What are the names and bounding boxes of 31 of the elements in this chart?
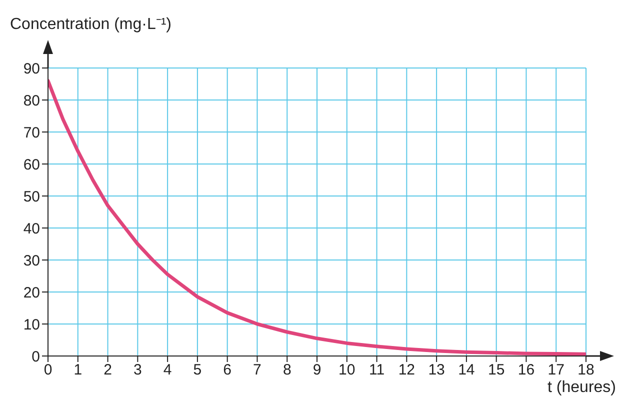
x-tick-label: 5 [193, 362, 202, 379]
x-tick-label: 15 [488, 362, 505, 379]
x-tick-label: 3 [133, 362, 142, 379]
x-tick-label: 7 [253, 362, 262, 379]
x-tick-label: 18 [578, 362, 594, 379]
y-tick-label: 30 [23, 252, 40, 270]
y-tick-label: 10 [23, 316, 40, 334]
x-tick-label: 9 [312, 362, 322, 379]
x-tick-label: 0 [44, 362, 52, 379]
x-tick-label: 13 [428, 362, 445, 379]
x-tick-label: 6 [223, 362, 232, 379]
y-axis-title: Concentration (mg·L⁻¹) [10, 15, 172, 34]
y-tick-label: 90 [23, 60, 40, 78]
x-tick-label: 10 [338, 362, 356, 379]
y-tick-label: 50 [23, 188, 40, 206]
y-tick-label: 80 [23, 92, 40, 110]
x-tick-label: 11 [368, 362, 385, 379]
x-tick-label: 2 [104, 362, 112, 379]
y-tick-label: 60 [23, 156, 40, 174]
x-tick-label: 16 [518, 362, 535, 379]
x-tick-label: 1 [74, 362, 82, 379]
y-tick-label: 40 [23, 220, 40, 238]
x-tick-label: 12 [398, 362, 416, 379]
x-tick-label: 14 [458, 362, 475, 379]
x-tick-label: 17 [548, 362, 564, 379]
x-tick-label: 8 [282, 362, 292, 379]
x-tick-label: 4 [163, 362, 172, 379]
x-axis-title: t (heures) [548, 379, 616, 397]
y-tick-label: 20 [23, 284, 40, 302]
y-tick-label: 0 [32, 348, 40, 366]
y-tick-label: 70 [23, 124, 40, 142]
